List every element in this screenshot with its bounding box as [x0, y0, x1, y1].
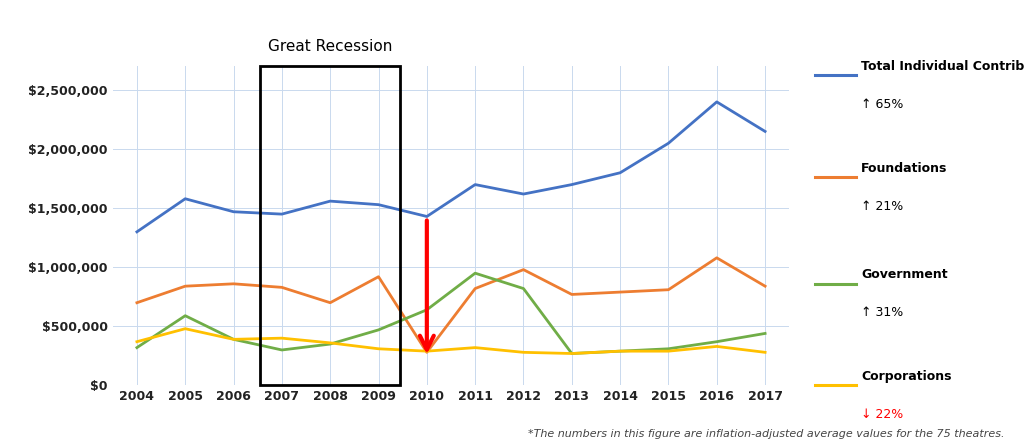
Text: *The numbers in this figure are inflation-adjusted average values for the 75 the: *The numbers in this figure are inflatio…: [528, 428, 1004, 439]
Text: ↑ 65%: ↑ 65%: [861, 98, 903, 111]
Text: Corporations: Corporations: [861, 370, 951, 383]
Bar: [260, 66, 400, 385]
Text: Foundations: Foundations: [861, 162, 947, 175]
Text: ↑ 31%: ↑ 31%: [861, 306, 903, 319]
Text: ↓ 22%: ↓ 22%: [861, 408, 903, 421]
Text: Government: Government: [861, 268, 948, 281]
Text: ↑ 21%: ↑ 21%: [861, 200, 903, 213]
Text: Total Individual Contributions: Total Individual Contributions: [861, 60, 1025, 73]
Text: Great Recession: Great Recession: [268, 39, 393, 54]
